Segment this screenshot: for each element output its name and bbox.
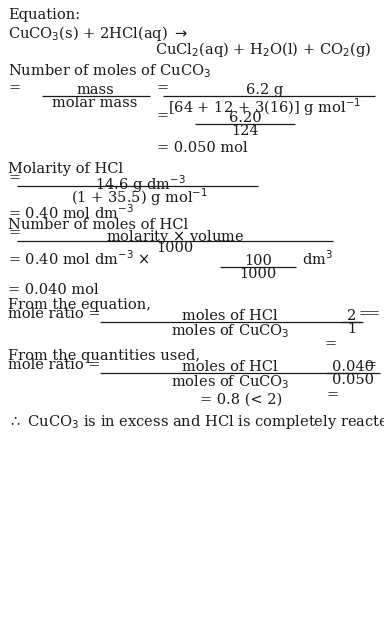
Text: =: = bbox=[8, 226, 20, 240]
Text: = 2: = 2 bbox=[368, 307, 384, 321]
Text: 6.20: 6.20 bbox=[229, 111, 262, 125]
Text: = 0.8 (< 2): = 0.8 (< 2) bbox=[200, 393, 282, 407]
Text: 0.050: 0.050 bbox=[332, 373, 374, 387]
Text: mole ratio =: mole ratio = bbox=[8, 358, 101, 372]
Text: = 0.040 mol: = 0.040 mol bbox=[8, 283, 99, 297]
Text: 6.2 g: 6.2 g bbox=[247, 83, 284, 97]
Text: = 0.40 mol dm$^{-3}$: = 0.40 mol dm$^{-3}$ bbox=[8, 203, 134, 221]
Text: =: = bbox=[365, 358, 377, 372]
Text: = 0.40 mol dm$^{-3}$ $\times$: = 0.40 mol dm$^{-3}$ $\times$ bbox=[8, 250, 150, 268]
Text: =: = bbox=[359, 307, 371, 321]
Text: Molarity of HCl: Molarity of HCl bbox=[8, 162, 123, 176]
Text: 0.040: 0.040 bbox=[332, 360, 374, 374]
Text: From the quantities used,: From the quantities used, bbox=[8, 349, 200, 363]
Text: =: = bbox=[8, 171, 20, 185]
Text: 100: 100 bbox=[244, 254, 272, 268]
Text: = 0.050 mol: = 0.050 mol bbox=[157, 141, 248, 155]
Text: moles of HCl: moles of HCl bbox=[182, 360, 278, 374]
Text: 1000: 1000 bbox=[156, 241, 194, 255]
Text: CuCO$_3$(s) + 2HCl(aq) $\rightarrow$: CuCO$_3$(s) + 2HCl(aq) $\rightarrow$ bbox=[8, 24, 188, 43]
Text: 124: 124 bbox=[231, 124, 259, 138]
Text: Number of moles of HCl: Number of moles of HCl bbox=[8, 218, 188, 232]
Text: 14.6 g dm$^{-3}$: 14.6 g dm$^{-3}$ bbox=[94, 173, 185, 195]
Text: From the equation,: From the equation, bbox=[8, 298, 151, 312]
Text: Equation:: Equation: bbox=[8, 8, 80, 22]
Text: (1 + 35.5) g mol$^{-1}$: (1 + 35.5) g mol$^{-1}$ bbox=[71, 186, 209, 208]
Text: 2: 2 bbox=[348, 309, 357, 323]
Text: =: = bbox=[157, 109, 169, 123]
Text: CuCl$_2$(aq) + H$_2$O(l) + CO$_2$(g): CuCl$_2$(aq) + H$_2$O(l) + CO$_2$(g) bbox=[155, 40, 371, 59]
Text: moles of HCl: moles of HCl bbox=[182, 309, 278, 323]
Text: mass: mass bbox=[76, 83, 114, 97]
Text: [64 + 12 + 3(16)] g mol$^{-1}$: [64 + 12 + 3(16)] g mol$^{-1}$ bbox=[168, 96, 362, 117]
Text: dm$^3$: dm$^3$ bbox=[302, 250, 333, 268]
Text: =: = bbox=[157, 81, 169, 95]
Text: molarity $\times$ volume: molarity $\times$ volume bbox=[106, 228, 244, 246]
Text: moles of CuCO$_3$: moles of CuCO$_3$ bbox=[171, 373, 289, 391]
Text: 1: 1 bbox=[348, 322, 357, 336]
Text: molar mass: molar mass bbox=[52, 96, 138, 110]
Text: =: = bbox=[327, 388, 339, 402]
Text: Number of moles of CuCO$_3$: Number of moles of CuCO$_3$ bbox=[8, 62, 211, 80]
Text: =: = bbox=[325, 337, 337, 351]
Text: $\therefore$ CuCO$_3$ is in excess and HCl is completely reacted.: $\therefore$ CuCO$_3$ is in excess and H… bbox=[8, 413, 384, 431]
Text: mole ratio =: mole ratio = bbox=[8, 307, 101, 321]
Text: moles of CuCO$_3$: moles of CuCO$_3$ bbox=[171, 322, 289, 340]
Text: =: = bbox=[8, 81, 20, 95]
Text: 1000: 1000 bbox=[239, 267, 276, 281]
